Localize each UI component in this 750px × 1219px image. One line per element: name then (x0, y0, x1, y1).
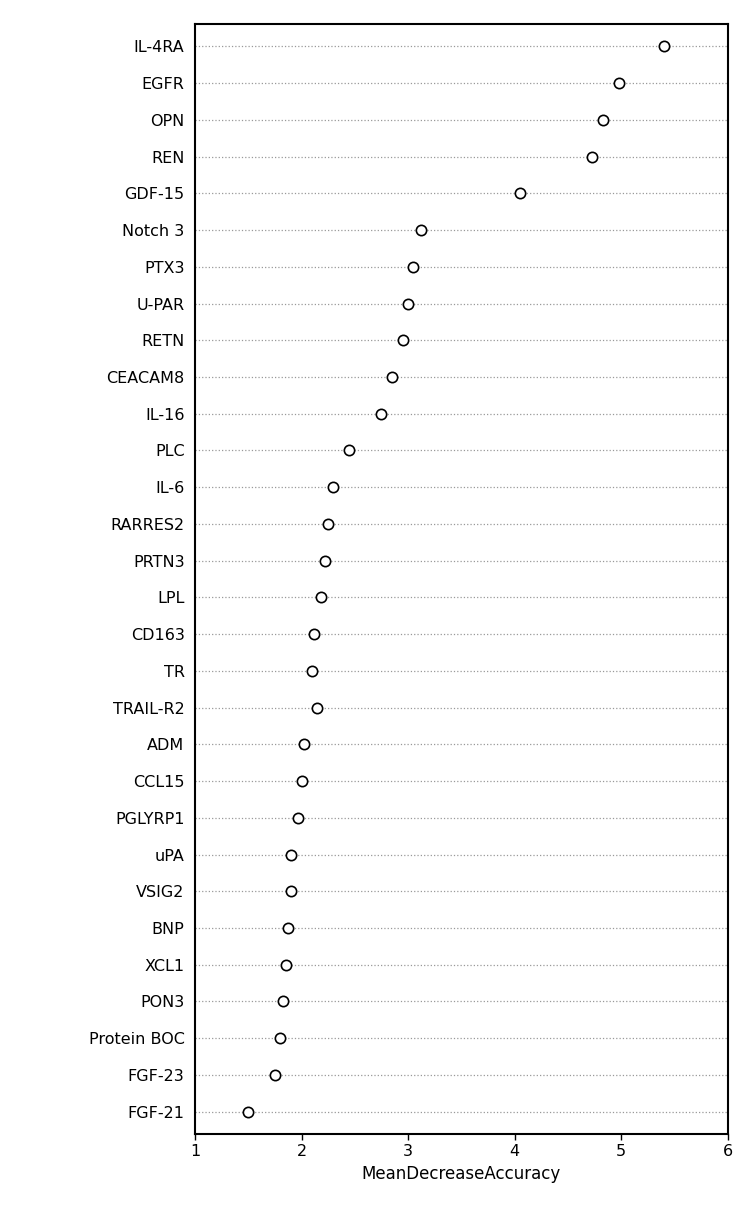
Point (402, 294, 414, 313)
Point (586, 146, 598, 166)
Point (268, 1065, 280, 1085)
Point (285, 881, 297, 901)
X-axis label: MeanDecreaseAccuracy: MeanDecreaseAccuracy (362, 1164, 561, 1182)
Point (386, 367, 398, 386)
Point (375, 403, 387, 423)
Point (613, 73, 625, 93)
Point (407, 257, 419, 277)
Point (274, 1029, 286, 1048)
Point (298, 735, 310, 755)
Point (280, 954, 292, 974)
Point (397, 330, 409, 350)
Point (306, 661, 318, 680)
Point (658, 37, 670, 56)
Point (311, 697, 323, 717)
Point (308, 624, 320, 644)
Point (296, 772, 307, 791)
Point (514, 184, 526, 204)
Point (315, 588, 327, 607)
Point (282, 918, 294, 937)
Point (344, 441, 355, 461)
Point (597, 110, 609, 129)
Point (292, 808, 304, 828)
Point (415, 221, 427, 240)
Point (285, 845, 297, 864)
Point (328, 478, 340, 497)
Point (319, 551, 331, 570)
Point (278, 992, 290, 1012)
Point (242, 1102, 254, 1121)
Point (322, 514, 334, 534)
